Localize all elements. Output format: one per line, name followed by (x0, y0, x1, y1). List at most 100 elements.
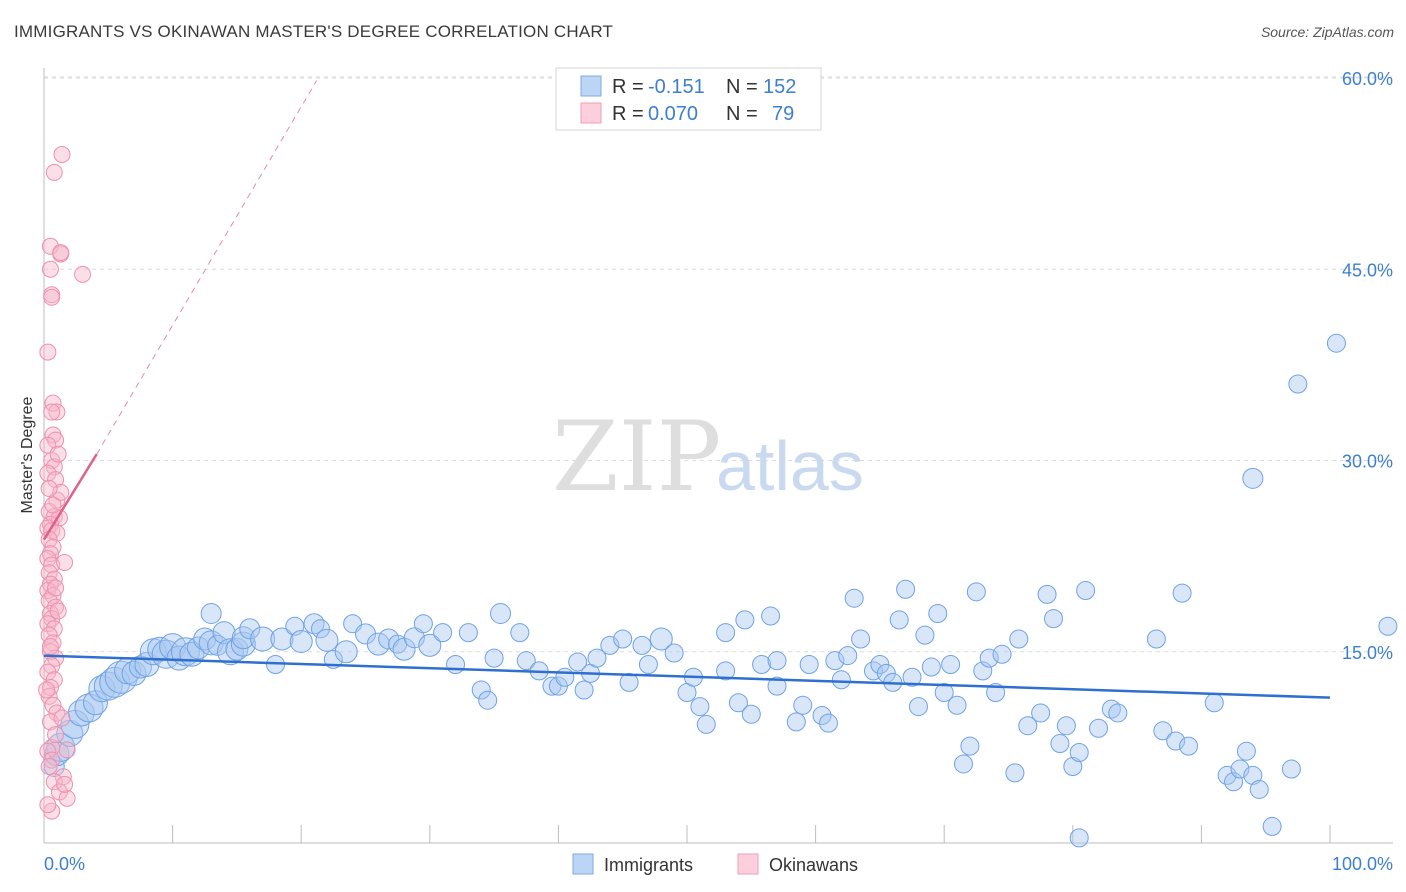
point-immigrants-124 (1031, 703, 1051, 723)
point-okinawans-75 (53, 709, 71, 727)
x-tick-min: 0.0% (44, 854, 85, 874)
point-okinawans-17 (45, 458, 63, 476)
point-immigrants-106 (902, 667, 922, 687)
point-immigrants-60 (510, 623, 530, 643)
point-immigrants-86 (752, 655, 772, 674)
point-immigrants-88 (767, 651, 787, 671)
legend-bottom: Immigrants Okinawans (572, 853, 858, 875)
point-immigrants-52 (418, 633, 442, 657)
point-immigrants-116 (966, 582, 986, 602)
point-immigrants-115 (960, 736, 980, 756)
series-okinawans (38, 146, 92, 820)
point-okinawans-59 (40, 758, 58, 775)
point-immigrants-13 (121, 660, 147, 686)
legend-bottom-swatch-okinawans (737, 853, 759, 875)
point-okinawans-6 (74, 265, 92, 283)
point-immigrants-31 (200, 603, 222, 624)
point-okinawans-8 (43, 288, 61, 306)
point-immigrants-107 (908, 697, 928, 717)
point-immigrants-67 (574, 680, 594, 700)
point-immigrants-121 (1005, 763, 1025, 783)
point-okinawans-57 (58, 741, 76, 759)
point-okinawans-73 (41, 638, 59, 656)
point-immigrants-74 (638, 655, 658, 674)
point-okinawans-61 (45, 773, 63, 791)
point-immigrants-112 (941, 655, 961, 674)
watermark: ZIP atlas (552, 401, 864, 513)
chart-source: Source: ZipAtlas.com (1260, 24, 1394, 40)
point-immigrants-73 (632, 635, 652, 655)
point-immigrants-40 (310, 619, 330, 639)
point-okinawans-4 (52, 244, 70, 262)
point-immigrants-111 (934, 683, 954, 703)
point-immigrants-113 (947, 695, 967, 715)
point-okinawans-0 (53, 146, 71, 163)
point-okinawans-52 (44, 696, 62, 714)
point-okinawans-1 (45, 163, 63, 181)
point-immigrants-30 (230, 631, 256, 657)
legend-r-label-2: R = (612, 103, 644, 125)
y-tick-label-0: 15.0% (1342, 643, 1393, 663)
point-immigrants-138 (1179, 736, 1199, 756)
point-okinawans-11 (48, 403, 66, 421)
point-immigrants-135 (1146, 629, 1166, 649)
point-immigrants-83 (728, 693, 748, 713)
point-immigrants-80 (696, 714, 716, 734)
point-immigrants-105 (896, 579, 916, 599)
grid-lines (44, 76, 1393, 653)
point-okinawans-10 (44, 394, 62, 412)
point-immigrants-34 (250, 626, 276, 652)
point-immigrants-151 (1069, 828, 1089, 848)
point-immigrants-53 (433, 623, 453, 643)
trend-line-immigrants (43, 654, 1331, 699)
legend-r-value-1: -0.151 (648, 76, 705, 98)
point-okinawans-71 (47, 579, 65, 597)
point-immigrants-71 (613, 629, 633, 649)
point-immigrants-51 (413, 614, 433, 634)
point-immigrants-117 (973, 661, 993, 681)
point-immigrants-123 (1018, 716, 1038, 736)
point-immigrants-72 (619, 672, 639, 692)
point-immigrants-142 (1224, 772, 1244, 792)
point-immigrants-152 (1242, 467, 1264, 489)
point-immigrants-85 (741, 704, 761, 724)
point-immigrants-39 (303, 613, 325, 635)
point-okinawans-69 (40, 480, 58, 498)
point-immigrants-110 (928, 604, 948, 623)
point-immigrants-90 (786, 712, 806, 732)
point-immigrants-94 (818, 713, 838, 733)
watermark-atlas: atlas (716, 427, 864, 505)
point-okinawans-65 (49, 445, 67, 463)
trend-line-okinawans (42, 453, 98, 541)
point-immigrants-126 (1044, 609, 1064, 629)
point-immigrants-89 (767, 676, 787, 696)
point-immigrants-109 (921, 657, 941, 677)
point-immigrants-36 (270, 627, 294, 651)
point-okinawans-66 (47, 471, 65, 489)
point-immigrants-149 (1288, 374, 1308, 394)
point-immigrants-69 (587, 648, 607, 668)
point-immigrants-127 (1050, 734, 1070, 754)
legend-n-value-2: 79 (772, 103, 794, 125)
point-immigrants-145 (1243, 765, 1263, 785)
point-immigrants-131 (1076, 581, 1096, 601)
point-immigrants-96 (831, 670, 851, 690)
legend-n-label-2: N = (726, 103, 758, 125)
point-okinawans-13 (44, 426, 62, 444)
point-immigrants-81 (716, 661, 736, 681)
point-immigrants-87 (761, 606, 781, 626)
legend-r-value-2: 0.070 (648, 103, 698, 125)
point-immigrants-137 (1166, 731, 1186, 751)
point-okinawans-56 (39, 742, 57, 760)
point-okinawans-63 (58, 789, 76, 807)
point-immigrants-122 (1009, 629, 1029, 649)
point-immigrants-144 (1236, 741, 1256, 761)
chart-title: IMMIGRANTS VS OKINAWAN MASTER'S DEGREE C… (14, 22, 614, 41)
trend-line-okinawans-extension (96, 80, 318, 455)
point-immigrants-134 (1108, 703, 1128, 723)
point-immigrants-47 (378, 628, 400, 650)
point-immigrants-120 (992, 644, 1012, 664)
point-immigrants-54 (446, 655, 466, 674)
point-okinawans-76 (47, 726, 65, 744)
